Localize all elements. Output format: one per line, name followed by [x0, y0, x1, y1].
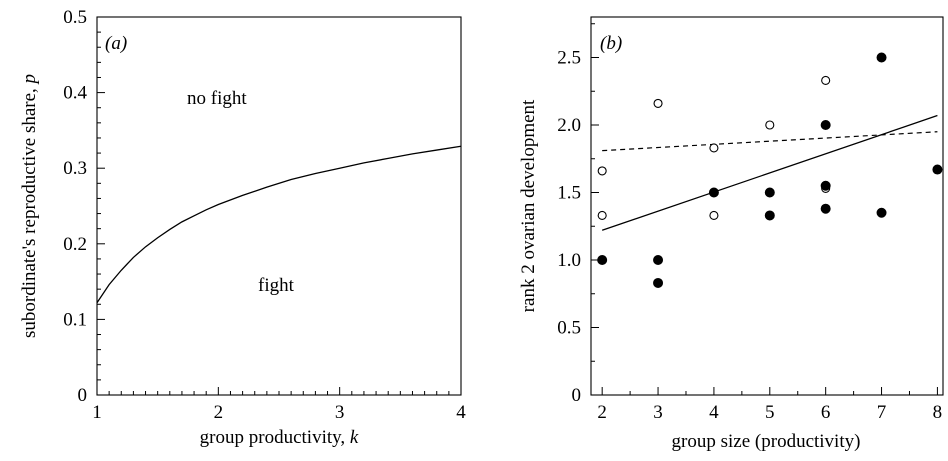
panel-b-axes-frame: [590, 16, 944, 396]
panel-b-y-tick-label: 0.5: [557, 318, 581, 339]
panel-a-y-tick-label: 0.5: [63, 7, 87, 28]
panel-b-label: (b): [600, 33, 622, 54]
panel-b-y-tick-label: 2.5: [557, 48, 581, 69]
panel-a-x-tick-label: 1: [92, 402, 102, 423]
panel-a-label: (a): [105, 33, 127, 54]
panel-a-annotation-fight: fight: [258, 275, 295, 296]
panel-b-point-open: [709, 143, 719, 153]
panel-a-y-tick-label: 0.2: [63, 234, 87, 255]
panel-b-x-tick-label: 3: [653, 402, 663, 423]
panel-b-point-filled: [876, 207, 887, 218]
panel-b-x-tick-label: 4: [709, 402, 719, 423]
panel-a-x-tick-label: 3: [335, 402, 345, 423]
panel-a-y-axis-label: subordinate's reproductive share, p: [19, 74, 40, 338]
panel-b-point-open: [821, 75, 831, 85]
panel-b-point-filled: [708, 187, 719, 198]
panel-b-point-filled: [597, 255, 608, 265]
panel-b-x-tick-label: 8: [933, 402, 943, 423]
panel-b-point-filled: [932, 164, 943, 175]
panel-b-fit-line-dashed: [602, 131, 938, 152]
panel-b-chart: 2 3 4 5 6 7 8 0 0.5 1.0 1.5 2.0 2.5 (b) group size …: [518, 16, 944, 452]
panel-b-y-tick-label: 0: [572, 385, 582, 406]
panel-a-x-tick-label: 4: [456, 402, 466, 423]
panel-b-point-open: [597, 166, 607, 176]
panel-b-point-open: [597, 210, 607, 220]
panel-a-chart: 1 2 3 4 0 0.1 0.2 0.3 0.4 0.5 (a) no fight fight…: [19, 7, 466, 448]
panel-b-point-open: [709, 210, 719, 220]
panel-a-x-axis-label: group productivity, k: [200, 427, 359, 448]
panel-b-x-tick-label: 6: [821, 402, 831, 423]
panel-b-point-open: [653, 98, 663, 108]
panel-b-point-filled: [764, 210, 775, 221]
panel-b-x-tick-label: 7: [877, 402, 887, 423]
panel-a-x-tick-label: 2: [214, 402, 224, 423]
panel-b-y-tick-label: 2.0: [557, 115, 581, 136]
panel-b-y-axis-label: rank 2 ovarian development: [518, 99, 539, 312]
panel-b-x-axis-label: group size (productivity): [672, 431, 861, 452]
panel-b-point-filled: [820, 203, 831, 214]
panel-a-y-tick-label: 0.3: [63, 158, 87, 179]
panel-b-y-tick-label: 1.5: [557, 183, 581, 204]
panel-b-point-filled: [653, 277, 664, 288]
panel-a-annotation-no-fight: no fight: [187, 88, 247, 109]
panel-a-y-tick-label: 0.4: [63, 83, 87, 104]
panel-b-x-tick-label: 2: [597, 402, 607, 423]
panel-a-y-tick-label: 0.1: [63, 309, 87, 330]
panel-b-x-tick-label: 5: [765, 402, 775, 423]
panel-a-y-tick-label: 0: [78, 385, 88, 406]
panel-b-point-filled: [820, 180, 831, 191]
panel-b-point-open: [765, 120, 775, 130]
panel-b-point-filled: [764, 187, 775, 198]
panel-a-boundary-curve: [96, 145, 462, 304]
panel-b-point-filled: [653, 255, 664, 265]
panel-b-point-filled: [820, 120, 831, 130]
panel-a-axes-frame: [96, 16, 462, 396]
panel-b-point-filled: [876, 52, 887, 63]
panel-b-y-tick-label: 1.0: [557, 250, 581, 271]
